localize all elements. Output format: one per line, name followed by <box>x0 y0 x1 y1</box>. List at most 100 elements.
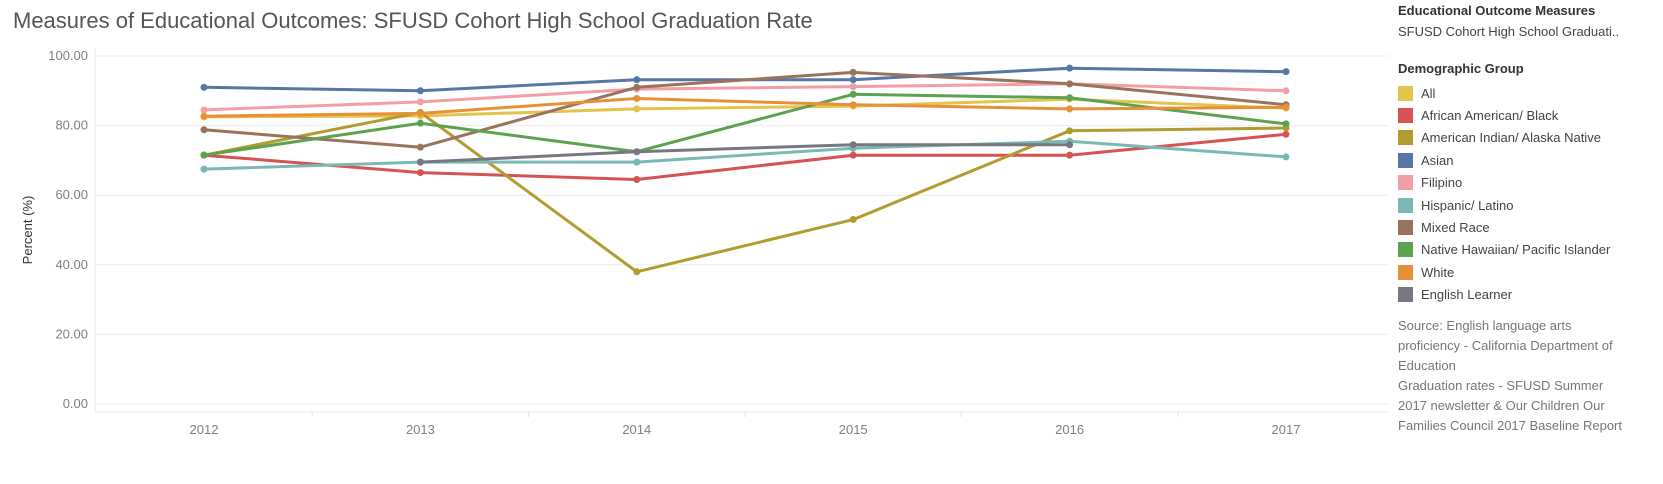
x-tick-label: 2016 <box>1055 422 1084 437</box>
data-point[interactable] <box>200 83 208 91</box>
y-axis-title: Percent (%) <box>20 196 35 265</box>
x-tick-label: 2014 <box>622 422 651 437</box>
series-white[interactable] <box>200 94 1290 120</box>
data-point[interactable] <box>1282 103 1290 111</box>
data-point[interactable] <box>416 119 424 127</box>
data-point[interactable] <box>1066 151 1074 159</box>
data-point[interactable] <box>633 105 641 113</box>
legend-label: English Learner <box>1421 287 1513 303</box>
legend-label: Native Hawaiian/ Pacific Islander <box>1421 242 1611 258</box>
legend-swatch <box>1398 152 1413 168</box>
y-tick-label: 80.00 <box>55 118 88 133</box>
series-line[interactable] <box>202 110 1288 274</box>
data-point[interactable] <box>1066 80 1074 88</box>
data-point[interactable] <box>200 126 208 134</box>
source-line: Graduation rates - SFUSD Summer 2017 new… <box>1398 377 1623 433</box>
legend-swatch <box>1398 130 1413 146</box>
x-tick-label: 2017 <box>1272 422 1301 437</box>
legend-item[interactable]: English Learner <box>1398 284 1660 306</box>
series-line[interactable] <box>202 70 1288 149</box>
series-line[interactable] <box>202 139 1288 171</box>
data-point[interactable] <box>1282 87 1290 95</box>
data-point[interactable] <box>416 169 424 177</box>
data-point[interactable] <box>849 76 857 84</box>
legend-item[interactable]: American Indian/ Alaska Native <box>1398 127 1660 149</box>
series-line[interactable] <box>418 143 1072 164</box>
legend-item[interactable]: All <box>1398 82 1660 104</box>
data-point[interactable] <box>633 94 641 102</box>
x-tick-label: 2015 <box>839 422 868 437</box>
data-point[interactable] <box>200 151 208 159</box>
series-layer <box>200 64 1290 276</box>
data-point[interactable] <box>1282 120 1290 128</box>
legend-item[interactable]: Filipino <box>1398 172 1660 194</box>
legend-label: Filipino <box>1421 175 1463 191</box>
data-point[interactable] <box>416 109 424 117</box>
chart-title: Measures of Educational Outcomes: SFUSD … <box>13 8 813 33</box>
side-panel: Educational Outcome Measures SFUSD Cohor… <box>1398 3 1660 436</box>
data-point[interactable] <box>849 90 857 98</box>
data-point[interactable] <box>416 143 424 151</box>
data-point[interactable] <box>416 98 424 106</box>
legend-item[interactable]: Hispanic/ Latino <box>1398 194 1660 216</box>
y-axis: 0.00 20.00 40.00 60.00 80.00 100.00 <box>48 47 96 412</box>
legend-item[interactable]: African American/ Black <box>1398 104 1660 126</box>
legend: All African American/ Black American India… <box>1398 82 1660 306</box>
data-point[interactable] <box>633 268 641 276</box>
series-line[interactable] <box>202 97 1288 118</box>
line-chart[interactable]: 2012 2013 2014 2015 2016 2017 0.00 20.00 40.00 6… <box>0 0 1390 484</box>
legend-swatch <box>1398 220 1413 236</box>
legend-item[interactable]: White <box>1398 261 1660 283</box>
data-point[interactable] <box>1066 127 1074 135</box>
data-point[interactable] <box>1066 64 1074 72</box>
x-tick-label: 2013 <box>406 422 435 437</box>
data-point[interactable] <box>1066 141 1074 149</box>
data-point[interactable] <box>849 216 857 224</box>
data-point[interactable] <box>1066 105 1074 113</box>
legend-swatch <box>1398 197 1413 213</box>
legend-item[interactable]: Asian <box>1398 149 1660 171</box>
series-english-learner[interactable] <box>416 141 1074 166</box>
legend-swatch <box>1398 264 1413 280</box>
source-note: Source: English language arts proficienc… <box>1398 316 1628 436</box>
series-line[interactable] <box>202 132 1288 181</box>
y-tick-label: 60.00 <box>55 187 88 202</box>
source-line: Source: English language arts proficienc… <box>1398 317 1613 373</box>
data-point[interactable] <box>200 112 208 120</box>
filter-value[interactable]: SFUSD Cohort High School Graduati.. <box>1398 24 1620 39</box>
data-point[interactable] <box>1282 68 1290 76</box>
series-line[interactable] <box>202 92 1288 157</box>
data-point[interactable] <box>633 83 641 91</box>
x-tick-label: 2012 <box>190 422 219 437</box>
series-mixed-race[interactable] <box>200 68 1290 151</box>
data-point[interactable] <box>633 158 641 166</box>
legend-label: American Indian/ Alaska Native <box>1421 130 1601 146</box>
y-tick-label: 40.00 <box>55 257 88 272</box>
data-point[interactable] <box>849 141 857 149</box>
series-american-indian-alaska-native[interactable] <box>200 108 1290 276</box>
series-line[interactable] <box>202 82 1288 112</box>
series-african-american-black[interactable] <box>200 130 1290 184</box>
legend-item[interactable]: Native Hawaiian/ Pacific Islander <box>1398 239 1660 261</box>
data-point[interactable] <box>633 76 641 84</box>
data-point[interactable] <box>633 176 641 184</box>
data-point[interactable] <box>849 101 857 109</box>
x-axis: 2012 2013 2014 2015 2016 2017 <box>190 412 1301 437</box>
legend-label: Mixed Race <box>1421 220 1490 236</box>
data-point[interactable] <box>1282 130 1290 138</box>
data-point[interactable] <box>200 106 208 114</box>
legend-swatch <box>1398 175 1413 191</box>
data-point[interactable] <box>416 158 424 166</box>
data-point[interactable] <box>849 68 857 76</box>
data-point[interactable] <box>200 165 208 173</box>
data-point[interactable] <box>1282 153 1290 161</box>
data-point[interactable] <box>1066 94 1074 102</box>
legend-item[interactable]: Mixed Race <box>1398 216 1660 238</box>
data-point[interactable] <box>849 151 857 159</box>
y-tick-label: 100.00 <box>48 48 88 63</box>
legend-swatch <box>1398 287 1413 303</box>
data-point[interactable] <box>416 87 424 95</box>
data-point[interactable] <box>849 83 857 91</box>
legend-swatch <box>1398 242 1413 258</box>
data-point[interactable] <box>633 148 641 156</box>
